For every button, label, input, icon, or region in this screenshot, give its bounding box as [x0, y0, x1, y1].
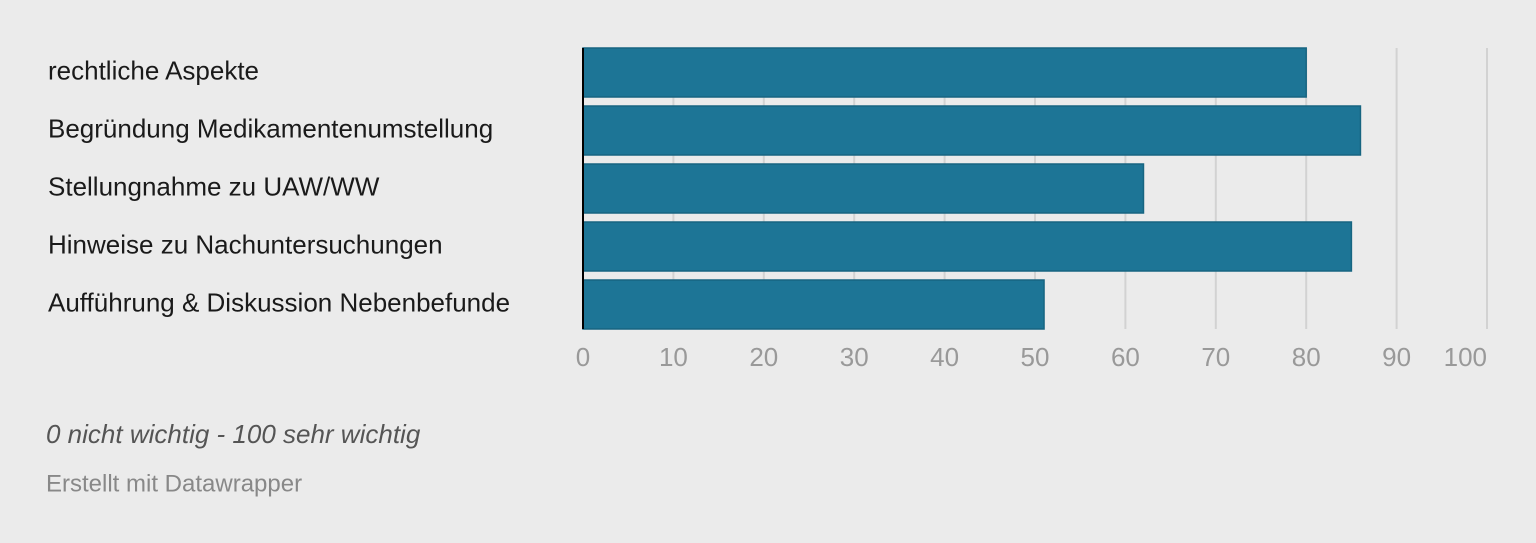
notes: 0 nicht wichtig - 100 sehr wichtig	[46, 419, 421, 449]
bar	[582, 47, 1307, 98]
y-tick-label: rechtliche Aspekte	[48, 55, 259, 85]
y-tick-label: Stellungnahme zu UAW/WW	[48, 171, 380, 201]
x-tick-label: 50	[1021, 342, 1050, 372]
bar	[582, 279, 1045, 330]
y-tick-label: Aufführung & Diskussion Nebenbefunde	[48, 287, 510, 317]
y-tick-label: Begründung Medikamentenumstellung	[48, 113, 493, 143]
x-tick-label: 90	[1382, 342, 1411, 372]
x-tick-label: 0	[576, 342, 590, 372]
x-tick-label: 80	[1292, 342, 1321, 372]
x-tick-label: 30	[840, 342, 869, 372]
bar	[582, 105, 1362, 156]
x-tick-label: 20	[749, 342, 778, 372]
x-tick-label: 70	[1201, 342, 1230, 372]
bar	[582, 163, 1145, 214]
source: Erstellt mit Datawrapper	[46, 470, 302, 497]
y-tick-label: Hinweise zu Nachuntersuchungen	[48, 229, 443, 259]
x-tick-label: 100	[1444, 342, 1487, 372]
x-tick-label: 10	[659, 342, 688, 372]
x-tick-label: 60	[1111, 342, 1140, 372]
x-tick-label: 40	[930, 342, 959, 372]
bar	[582, 221, 1353, 272]
